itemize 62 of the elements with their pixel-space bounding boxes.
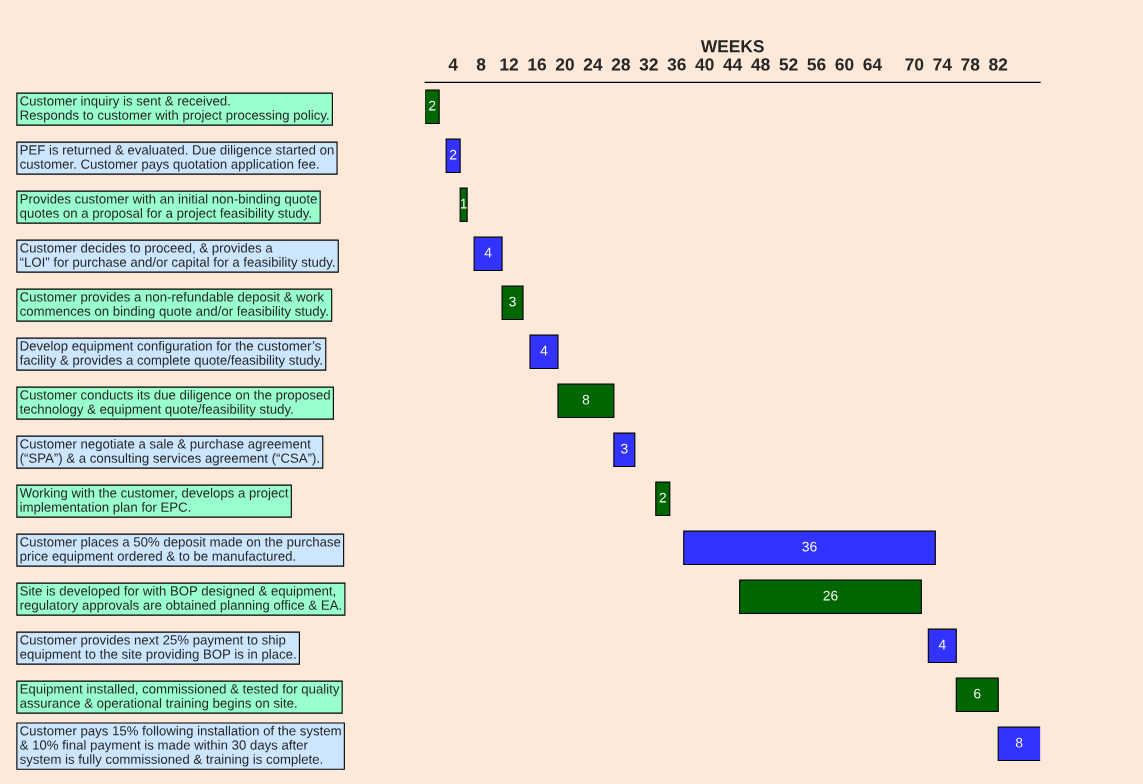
bar bbox=[473, 236, 503, 272]
x-tick-label: 24 bbox=[583, 58, 603, 71]
data-label: 4 bbox=[938, 639, 946, 650]
data-label: 3 bbox=[509, 296, 516, 307]
x-tick-label: 48 bbox=[751, 58, 770, 71]
x-tick-label: 36 bbox=[667, 58, 686, 71]
x-tick-label: 12 bbox=[500, 58, 519, 71]
bar bbox=[927, 628, 957, 664]
data-label: 8 bbox=[1015, 737, 1023, 748]
y-tick-label: Equipment installed, commissioned & tested for quality assurance & operational training begins on site. bbox=[20, 683, 340, 711]
x-tick-label: 28 bbox=[611, 58, 630, 71]
y-tick-label: Develop equipment configuration for the customer’s facility & provides a complete quote/feasibility study. bbox=[19, 340, 322, 368]
x-tick-label: 78 bbox=[961, 58, 980, 71]
bar bbox=[955, 677, 999, 713]
data-label: 2 bbox=[659, 492, 666, 503]
x-axis-title: WEEKS bbox=[700, 40, 764, 53]
y-tick-label: PEF is returned & evaluated. Due diligence started on customer. Customer pays quotation application fee. bbox=[20, 144, 334, 172]
data-label: 3 bbox=[621, 443, 628, 454]
bar bbox=[529, 334, 559, 370]
data-label: 26 bbox=[823, 590, 838, 601]
y-tick-label: Working with the customer, develops a project implementation plan for EPC. bbox=[19, 487, 289, 515]
data-label: 2 bbox=[449, 149, 457, 160]
bar bbox=[459, 187, 468, 223]
y-tick-label: Site is developed for with BOP designed & equipment, regulatory approvals are obtained planning office & EA. bbox=[20, 585, 341, 613]
y-tick-label: Provides customer with an initial non-binding quote quotes on a proposal for a project feasibility study. bbox=[20, 193, 317, 221]
data-label: 4 bbox=[484, 247, 492, 258]
x-tick-label: 40 bbox=[695, 58, 714, 71]
x-tick-label: 74 bbox=[933, 58, 952, 71]
bar bbox=[683, 530, 936, 566]
x-tick-label: 60 bbox=[835, 58, 854, 71]
bar bbox=[739, 579, 922, 615]
y-tick-label: Customer conducts its due diligence on the proposed technology & equipment quote/feasibility study. bbox=[19, 389, 330, 417]
bar bbox=[425, 89, 440, 125]
data-label: 6 bbox=[974, 688, 981, 699]
bar bbox=[557, 383, 615, 419]
bar bbox=[445, 138, 461, 174]
x-tick-label: 8 bbox=[476, 58, 486, 71]
y-tick-label: Customer decides to proceed, & provides a “LOI” for purchase and/or capital for a feasibility study. bbox=[20, 242, 335, 270]
y-tick-label: Customer pays 15% following installation of the system & 10% final payment is made within 30 days after system is fully commissioned & training is complete. bbox=[20, 725, 341, 767]
x-tick-label: 64 bbox=[863, 58, 882, 71]
bar bbox=[655, 481, 671, 517]
x-tick-label: 56 bbox=[807, 58, 826, 71]
y-tick-label: Customer negotiate a sale & purchase agreement (“SPA”) & a consulting services agreement (“CSA”). bbox=[20, 438, 319, 466]
y-tick-label: Customer provides a non-refundable deposit & work commences on binding quote and/or feasibility study. bbox=[20, 291, 328, 319]
data-label: 1 bbox=[460, 198, 467, 209]
data-label: 36 bbox=[802, 541, 817, 552]
y-tick-label: Customer places a 50% deposit made on the purchase price equipment ordered & to be manufactured. bbox=[20, 536, 341, 564]
y-tick-label: Customer inquiry is sent & received. Responds to customer with project processing policy. bbox=[20, 95, 329, 123]
x-tick-label: 16 bbox=[528, 58, 547, 71]
x-tick-label: 52 bbox=[779, 58, 798, 71]
data-label: 4 bbox=[540, 345, 548, 356]
x-tick-label: 70 bbox=[905, 58, 924, 71]
x-tick-label: 20 bbox=[555, 58, 574, 71]
x-tick-label: 82 bbox=[989, 58, 1008, 71]
x-tick-label: 32 bbox=[639, 58, 658, 71]
bar bbox=[501, 285, 524, 321]
data-label: 8 bbox=[582, 394, 590, 405]
data-label: 2 bbox=[429, 100, 436, 111]
x-tick-label: 44 bbox=[723, 58, 743, 71]
y-tick-label: Customer provides next 25% payment to ship equipment to the site providing BOP is in place. bbox=[20, 634, 296, 662]
x-tick-label: 4 bbox=[448, 58, 458, 71]
bar bbox=[613, 432, 636, 468]
